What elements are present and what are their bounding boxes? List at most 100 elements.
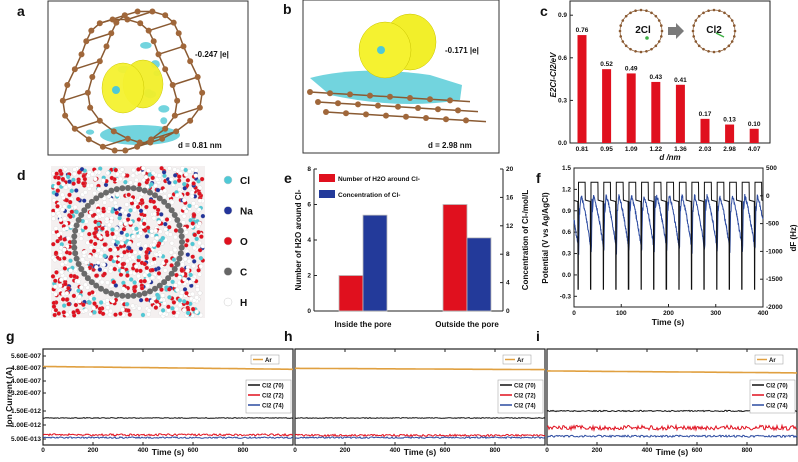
charge-density-blob <box>85 129 95 135</box>
atom-na <box>127 246 132 251</box>
atom-h <box>156 275 162 280</box>
carbon-atom <box>89 74 96 80</box>
atom-o <box>108 254 114 260</box>
nanotube-carbon-atom <box>152 192 158 199</box>
carbon-atom <box>187 58 194 65</box>
legend-label: Ar <box>517 358 524 364</box>
atom-h <box>120 208 125 213</box>
atom-h <box>114 226 120 231</box>
atom-o <box>196 229 201 235</box>
atom-o <box>56 181 61 186</box>
arrow-icon <box>668 23 684 39</box>
nanotube-carbon-atom <box>78 212 85 218</box>
atom-h <box>84 266 89 272</box>
atom-h <box>60 192 65 198</box>
nanotube-carbon-atom <box>146 189 153 196</box>
atom-h <box>92 190 97 196</box>
legend-label: Cl2 (72) <box>766 394 788 400</box>
x-tick-label: 0 <box>572 310 576 317</box>
atom-o <box>110 231 115 237</box>
atom-cl <box>69 188 75 194</box>
atom-h <box>95 208 101 213</box>
atom-na <box>126 212 132 218</box>
carbon-bond <box>457 109 479 113</box>
x-tick-label: 400 <box>138 447 149 454</box>
atom-h <box>136 273 141 279</box>
atom-o <box>176 178 182 183</box>
atom-na <box>138 246 144 251</box>
atom-h <box>77 294 82 300</box>
atom-h <box>123 210 128 216</box>
atom-h <box>94 278 100 283</box>
atom-o <box>81 181 86 186</box>
atom-o <box>190 254 195 259</box>
atom-h <box>169 240 175 246</box>
atom-h <box>133 181 138 186</box>
panel-label-a: a <box>17 3 25 19</box>
bar-value-label: 0.49 <box>625 65 638 72</box>
atom-na <box>79 166 85 172</box>
atom-h <box>160 293 165 298</box>
left-tick-label: 0.3 <box>562 251 571 258</box>
left-tick-label: -0.3 <box>560 293 572 300</box>
atom-na <box>155 187 161 193</box>
atom-o <box>156 271 162 276</box>
atom-h <box>145 184 150 189</box>
atom-cl <box>171 257 177 262</box>
atom-h <box>198 264 204 269</box>
carbon-bond <box>417 107 439 110</box>
carbon-atom <box>147 139 154 146</box>
atom-cl <box>110 227 115 232</box>
panel-label-i: i <box>536 328 540 344</box>
atom-o <box>185 191 190 197</box>
atom-h <box>99 279 105 285</box>
atom-h <box>63 185 69 190</box>
atom-cl <box>110 209 115 214</box>
atom-o <box>62 256 67 261</box>
atom-o <box>192 232 197 238</box>
carbon-atom <box>403 113 409 120</box>
atom-o <box>125 273 130 278</box>
inset-nanotube <box>692 9 736 53</box>
atom-h <box>120 268 125 274</box>
atom-h <box>137 250 143 255</box>
atom-h <box>120 307 125 312</box>
atom-h <box>72 167 77 172</box>
atom-cl <box>96 221 101 227</box>
atom-o <box>185 238 190 243</box>
atom-na <box>144 234 150 239</box>
nanotube-carbon-atom <box>125 185 131 191</box>
left-tick-label: 2 <box>307 273 311 280</box>
atom-h <box>80 257 85 262</box>
carbon-atom <box>395 103 401 110</box>
atom-h <box>180 262 185 267</box>
atom-o <box>139 198 145 203</box>
legend-label-h: H <box>240 298 247 309</box>
atom-o <box>75 308 80 313</box>
atom-o <box>55 238 60 244</box>
atom-h <box>86 214 92 219</box>
x-axis-label: Time (s) <box>152 447 185 457</box>
series-line-cl2-72- <box>42 432 294 437</box>
carbon-atom <box>343 110 349 117</box>
atom-o <box>94 273 99 278</box>
carbon-atom <box>355 101 361 108</box>
carbon-atom <box>145 27 152 34</box>
atom-h <box>60 207 65 212</box>
atom-h <box>132 207 137 213</box>
atom-h <box>53 226 59 231</box>
atom-o <box>87 291 92 296</box>
carbon-atom <box>121 12 128 19</box>
carbon-atom <box>187 117 194 124</box>
atom-cl <box>61 303 67 308</box>
atom-cl <box>124 232 130 238</box>
carbon-atom <box>71 66 78 73</box>
atom-h <box>151 296 157 301</box>
y-tick-label: 1.50E-012 <box>11 408 41 415</box>
atom-o <box>108 247 113 252</box>
carbon-atom <box>327 90 333 97</box>
atom-h <box>98 254 103 259</box>
carbon-atom <box>443 116 449 123</box>
atom-h <box>168 250 174 255</box>
carbon-atom <box>175 30 182 37</box>
